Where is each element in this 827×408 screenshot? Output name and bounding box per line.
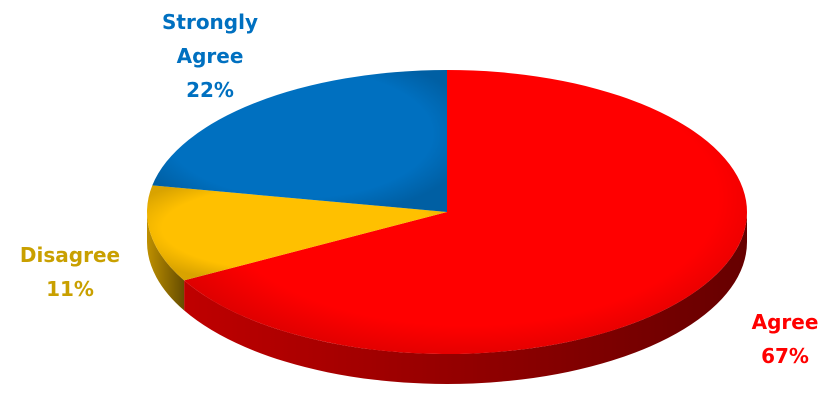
value-label: 11% — [46, 277, 94, 301]
value-label: 67% — [761, 344, 809, 368]
data-label: Disagree 11% — [5, 238, 135, 306]
data-label: Strongly Agree 22% — [145, 5, 275, 107]
slice-side — [147, 212, 185, 311]
slice-side — [184, 212, 747, 384]
category-label: Strongly Agree — [161, 10, 258, 68]
data-label: Agree 67% — [720, 305, 827, 373]
category-label: Agree — [751, 310, 819, 334]
value-label: 22% — [186, 78, 234, 102]
slice — [152, 70, 447, 212]
slice — [184, 70, 747, 355]
slice — [147, 185, 448, 281]
category-label: Disagree — [19, 243, 121, 267]
